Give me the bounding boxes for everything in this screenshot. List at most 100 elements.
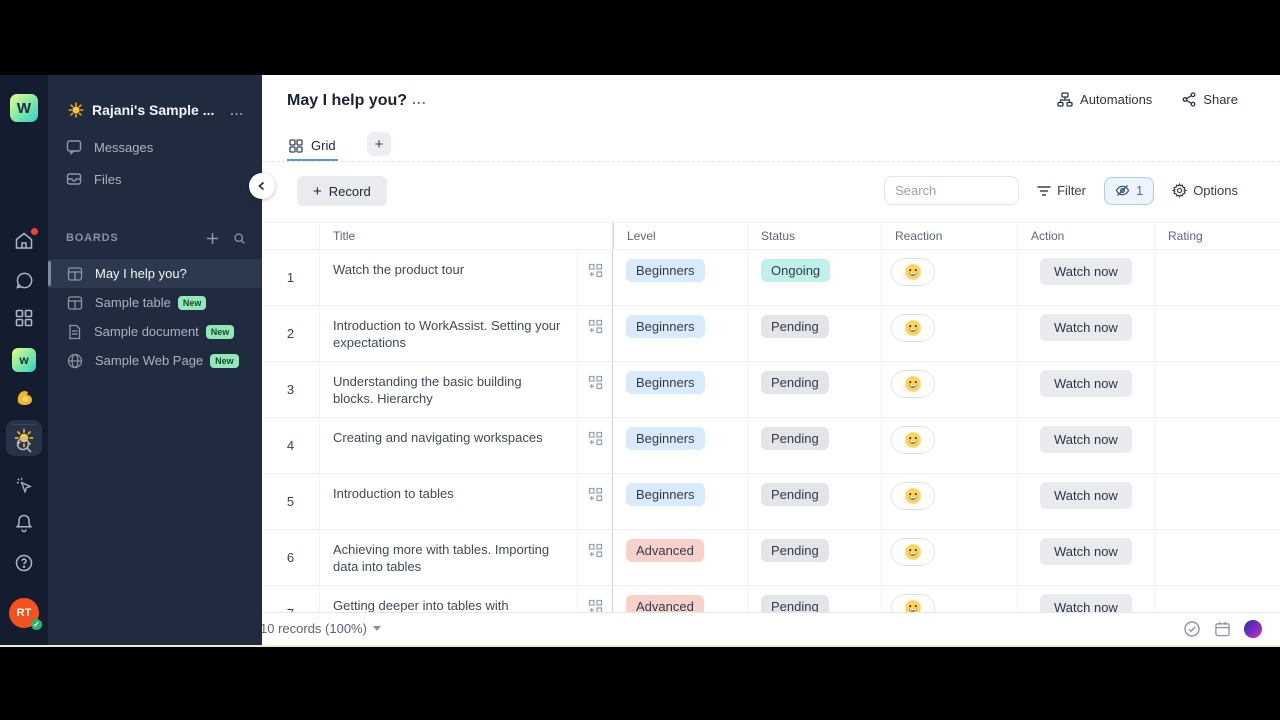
watch-now-button[interactable]: Watch now xyxy=(1040,370,1132,397)
watch-now-button[interactable]: Watch now xyxy=(1040,258,1132,285)
status-cell[interactable]: Pending xyxy=(748,306,882,361)
title-cell[interactable]: Understanding the basic building blocks.… xyxy=(320,362,578,417)
level-cell[interactable]: Beginners xyxy=(612,362,748,417)
status-cell[interactable]: Pending xyxy=(748,362,882,417)
board-menu-button[interactable]: ... xyxy=(412,91,427,107)
table-row[interactable]: 4 Creating and navigating workspaces Beg… xyxy=(262,418,1280,474)
reaction-cell[interactable] xyxy=(882,530,1018,585)
mini-workspace-button[interactable]: w xyxy=(0,348,48,372)
search-input[interactable] xyxy=(884,176,1020,205)
calendar-icon[interactable] xyxy=(1214,620,1231,638)
share-button[interactable]: Share xyxy=(1182,92,1238,107)
rating-cell[interactable] xyxy=(1155,586,1280,612)
reaction-pill[interactable] xyxy=(891,370,935,398)
add-view-button[interactable]: + xyxy=(367,132,391,156)
rating-cell[interactable] xyxy=(1155,474,1280,529)
reaction-cell[interactable] xyxy=(882,306,1018,361)
rating-cell[interactable] xyxy=(1155,362,1280,417)
level-cell[interactable]: Beginners xyxy=(612,474,748,529)
title-cell[interactable]: Creating and navigating workspaces xyxy=(320,418,578,473)
table-row[interactable]: 6 Achieving more with tables. Importing … xyxy=(262,530,1280,586)
column-header-status[interactable]: Status xyxy=(748,223,882,249)
table-row[interactable]: 7 Getting deeper into tables with Advanc… xyxy=(262,586,1280,612)
table-row[interactable]: 1 Watch the product tour Beginners Ongoi… xyxy=(262,250,1280,306)
sidebar-board-item[interactable]: Sample Web Page New xyxy=(48,346,262,375)
options-button[interactable]: Options xyxy=(1172,183,1238,198)
watch-now-button[interactable]: Watch now xyxy=(1040,594,1132,612)
level-cell[interactable]: Beginners xyxy=(612,250,748,305)
reaction-pill[interactable] xyxy=(891,314,935,342)
column-header-rating[interactable]: Rating xyxy=(1168,229,1203,243)
reaction-pill[interactable] xyxy=(891,538,935,566)
level-cell[interactable]: Advanced xyxy=(612,586,748,612)
expand-record-button[interactable] xyxy=(578,306,613,361)
biceps-workspace-button[interactable] xyxy=(0,387,48,409)
home-nav-button[interactable] xyxy=(0,228,48,252)
chat-nav-button[interactable] xyxy=(0,270,48,291)
reaction-pill[interactable] xyxy=(891,482,935,510)
reaction-cell[interactable] xyxy=(882,586,1018,612)
status-cell[interactable]: Pending xyxy=(748,418,882,473)
sidebar-board-item[interactable]: Sample table New xyxy=(48,288,262,317)
reaction-cell[interactable] xyxy=(882,362,1018,417)
workspace-header[interactable]: Rajani's Sample ... ... xyxy=(48,97,262,123)
rating-cell[interactable] xyxy=(1155,250,1280,305)
reaction-cell[interactable] xyxy=(882,250,1018,305)
reaction-pill[interactable] xyxy=(891,258,935,286)
reaction-pill[interactable] xyxy=(891,426,935,454)
column-header-action[interactable]: Action xyxy=(1018,223,1155,249)
table-row[interactable]: 2 Introduction to WorkAssist. Setting yo… xyxy=(262,306,1280,362)
automations-button[interactable]: Automations xyxy=(1057,92,1152,107)
expand-record-button[interactable] xyxy=(578,530,613,585)
status-cell[interactable]: Pending xyxy=(748,586,882,612)
title-cell[interactable]: Achieving more with tables. Importing da… xyxy=(320,530,578,585)
apps-nav-button[interactable] xyxy=(0,308,48,328)
filter-button[interactable]: Filter xyxy=(1037,183,1086,198)
table-row[interactable]: 3 Understanding the basic building block… xyxy=(262,362,1280,418)
sidebar-item-messages[interactable]: Messages xyxy=(48,133,262,161)
rating-cell[interactable] xyxy=(1155,418,1280,473)
level-cell[interactable]: Advanced xyxy=(612,530,748,585)
workassist-logo[interactable]: W xyxy=(0,94,48,122)
column-header-reaction[interactable]: Reaction xyxy=(882,223,1018,249)
add-board-icon[interactable] xyxy=(206,232,219,245)
level-cell[interactable]: Beginners xyxy=(612,306,748,361)
search-boards-icon[interactable] xyxy=(233,232,246,245)
expand-record-button[interactable] xyxy=(578,474,613,529)
title-cell[interactable]: Getting deeper into tables with xyxy=(320,586,578,612)
add-record-button[interactable]: + Record xyxy=(297,176,387,206)
sidebar-item-files[interactable]: Files xyxy=(48,165,262,193)
task-check-icon[interactable] xyxy=(1183,620,1201,638)
status-cell[interactable]: Ongoing xyxy=(748,250,882,305)
sidebar-board-item[interactable]: May I help you? xyxy=(48,259,262,288)
expand-record-button[interactable] xyxy=(578,586,613,612)
expand-record-button[interactable] xyxy=(578,418,613,473)
status-cell[interactable]: Pending xyxy=(748,530,882,585)
expand-record-button[interactable] xyxy=(578,250,613,305)
rating-cell[interactable] xyxy=(1155,530,1280,585)
expand-record-button[interactable] xyxy=(578,362,613,417)
user-avatar-button[interactable]: RT ✓ xyxy=(0,598,48,630)
watch-now-button[interactable]: Watch now xyxy=(1040,426,1132,453)
rating-cell[interactable] xyxy=(1155,306,1280,361)
watch-now-button[interactable]: Watch now xyxy=(1040,314,1132,341)
rail-search-button[interactable] xyxy=(0,435,48,455)
tab-grid[interactable]: Grid xyxy=(287,132,338,161)
level-cell[interactable]: Beginners xyxy=(612,418,748,473)
column-header-level[interactable]: Level xyxy=(613,223,748,249)
assistant-button[interactable] xyxy=(1244,620,1262,638)
help-button[interactable] xyxy=(0,553,48,573)
title-cell[interactable]: Watch the product tour xyxy=(320,250,578,305)
collapse-sidebar-button[interactable] xyxy=(249,173,275,199)
record-count-dropdown[interactable]: 10 records (100%) xyxy=(262,621,381,636)
watch-now-button[interactable]: Watch now xyxy=(1040,482,1132,509)
watch-now-button[interactable]: Watch now xyxy=(1040,538,1132,565)
sidebar-board-item[interactable]: Sample document New xyxy=(48,317,262,346)
reaction-pill[interactable] xyxy=(891,594,935,612)
workspace-menu-button[interactable]: ... xyxy=(230,102,244,118)
notifications-button[interactable] xyxy=(0,513,48,533)
hidden-fields-button[interactable]: 1 xyxy=(1103,176,1155,205)
reaction-cell[interactable] xyxy=(882,474,1018,529)
column-header-title[interactable]: Title xyxy=(320,223,613,249)
table-row[interactable]: 5 Introduction to tables Beginners Pendi… xyxy=(262,474,1280,530)
